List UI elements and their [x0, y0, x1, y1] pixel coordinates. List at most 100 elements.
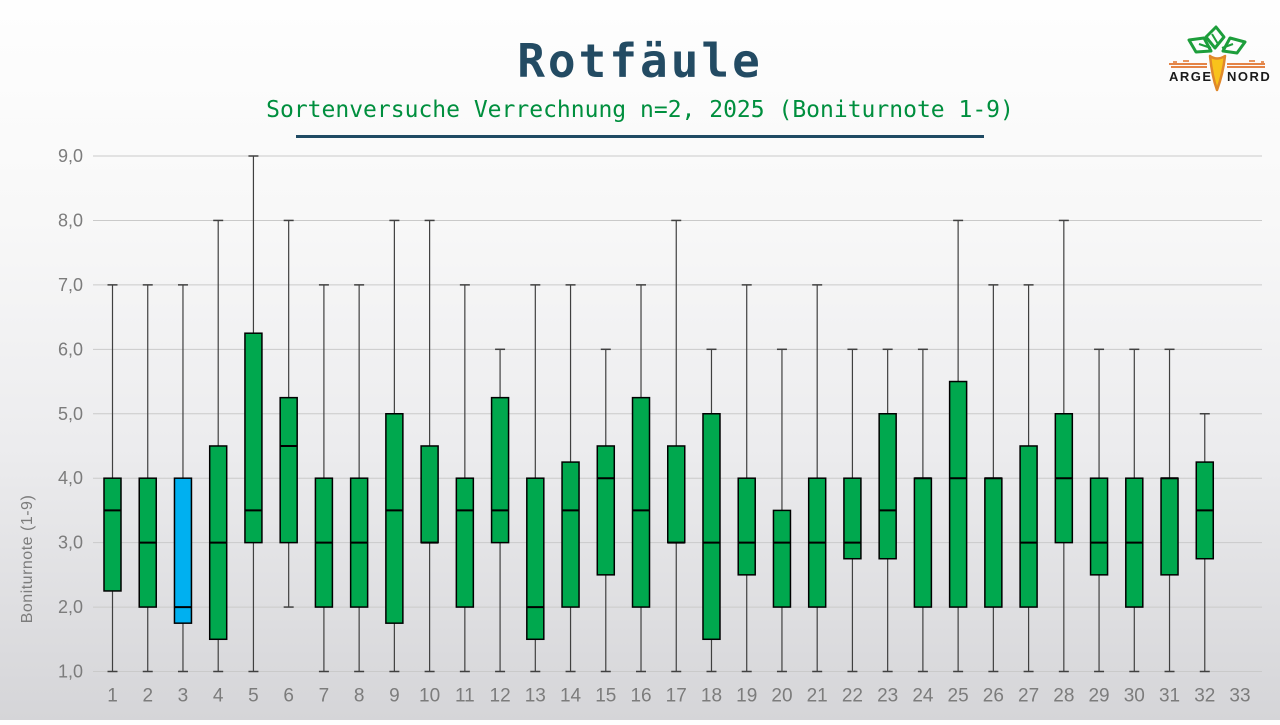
box-plot-14 [561, 284, 580, 673]
box-plot-27 [1019, 284, 1038, 673]
arge-nord-logo: ARGE NORD [1169, 25, 1271, 92]
y-tick-label: 9,0 [58, 146, 83, 166]
x-tick-label: 25 [948, 686, 969, 707]
box-plot-18 [702, 348, 721, 673]
box-iqr [843, 477, 862, 560]
box-iqr [420, 445, 439, 544]
box-plot-11 [455, 284, 475, 673]
x-tick-label: 11 [455, 686, 475, 707]
logo-text-left: ARGE [1169, 69, 1213, 84]
logo-text-right: NORD [1227, 69, 1271, 84]
x-tick-label: 22 [842, 686, 863, 707]
box-iqr [561, 461, 580, 608]
box-iqr [878, 413, 897, 560]
box-plot-25 [948, 219, 968, 673]
box-plot-32 [1195, 413, 1215, 673]
x-tick-label: 13 [525, 686, 546, 707]
box-plot-8 [349, 284, 369, 673]
x-tick-label: 28 [1053, 686, 1074, 707]
y-tick-label: 8,0 [58, 210, 83, 230]
y-tick-label: 7,0 [58, 275, 83, 295]
box-plot-22 [843, 348, 862, 673]
box-plot-5 [244, 155, 263, 673]
x-tick-label: 23 [877, 686, 898, 707]
box-iqr [173, 477, 193, 624]
x-tick-label: 17 [666, 686, 687, 707]
x-tick-label: 29 [1088, 686, 1109, 707]
box-plot-29 [1089, 348, 1109, 673]
logo-hatch-lines-icon [1169, 60, 1265, 68]
x-tick-label: 1 [107, 686, 118, 707]
x-tick-label: 4 [213, 686, 224, 707]
box-plot-2 [138, 284, 157, 673]
page-subtitle: Sortenversuche Verrechnung n=2, 2025 (Bo… [266, 97, 1014, 123]
box-plot-30 [1125, 348, 1144, 673]
box-iqr [1019, 445, 1038, 608]
y-tick-label: 3,0 [58, 533, 83, 553]
y-tick-label: 6,0 [58, 339, 83, 359]
x-tick-label: 20 [771, 686, 792, 707]
y-tick-label: 5,0 [58, 404, 83, 424]
x-tick-label: 31 [1159, 686, 1180, 707]
box-plot-24 [913, 348, 933, 673]
box-plot-4 [208, 219, 228, 673]
box-plot-23 [878, 348, 897, 673]
x-tick-label: 2 [142, 686, 153, 707]
box-iqr [984, 477, 1003, 608]
x-tick-label: 12 [490, 686, 511, 707]
x-tick-label: 16 [630, 686, 651, 707]
box-plot-3 [173, 284, 193, 673]
x-tick-label: 33 [1229, 686, 1250, 707]
x-tick-label: 21 [807, 686, 828, 707]
box-plot-21 [807, 284, 827, 673]
x-tick-label: 19 [736, 686, 757, 707]
logo-carrot-icon [1208, 54, 1227, 92]
x-tick-label: 14 [560, 686, 582, 707]
box-iqr [596, 445, 616, 576]
x-tick-label: 32 [1194, 686, 1215, 707]
box-iqr [103, 477, 122, 592]
x-tick-label: 7 [319, 686, 330, 707]
boxplot-chart: Boniturnote (1-9) 1,0 2,0 3,0 4,0 5,0 6,0 7,0 8… [0, 142, 1280, 720]
box-iqr [244, 332, 263, 544]
box-iqr [490, 396, 510, 544]
box-iqr [913, 477, 933, 608]
x-tick-label: 10 [419, 686, 440, 707]
box-iqr [1160, 477, 1179, 576]
box-iqr [948, 380, 968, 608]
box-iqr [1089, 477, 1109, 576]
page-title: Rotfäule [517, 34, 763, 88]
boxplot-svg: 1,02,03,04,05,06,07,08,09,01 2 3 4 5 6 7 8 9 10 11… [58, 146, 1262, 707]
box-iqr [702, 413, 721, 641]
x-tick-label: 15 [595, 686, 616, 707]
box-plot-31 [1160, 348, 1179, 673]
box-plot-20 [772, 348, 792, 673]
x-tick-label: 6 [283, 686, 294, 707]
x-tick-label: 27 [1018, 686, 1039, 707]
box-plot-10 [420, 219, 439, 673]
y-tick-label: 1,0 [58, 662, 83, 682]
x-tick-label: 26 [983, 686, 1004, 707]
x-tick-label: 9 [389, 686, 400, 707]
box-iqr [772, 509, 792, 608]
x-tick-label: 3 [178, 686, 189, 707]
box-iqr [385, 413, 404, 624]
box-iqr [631, 396, 651, 608]
y-tick-label: 4,0 [58, 468, 83, 488]
y-tick-label: 2,0 [58, 597, 83, 617]
box-plot-28 [1054, 219, 1074, 673]
box-plot-13 [526, 284, 545, 673]
box-iqr [279, 396, 298, 544]
box-iqr [526, 477, 545, 641]
box-plot-16 [631, 284, 651, 673]
y-axis-title: Boniturnote (1-9) [19, 494, 36, 624]
title-underline [296, 135, 984, 138]
x-tick-label: 18 [701, 686, 722, 707]
box-plot-6 [279, 219, 298, 608]
box-plot-19 [737, 284, 756, 673]
box-plot-12 [490, 348, 510, 673]
x-tick-label: 5 [248, 686, 259, 707]
box-iqr [667, 445, 686, 544]
box-iqr [455, 477, 475, 608]
